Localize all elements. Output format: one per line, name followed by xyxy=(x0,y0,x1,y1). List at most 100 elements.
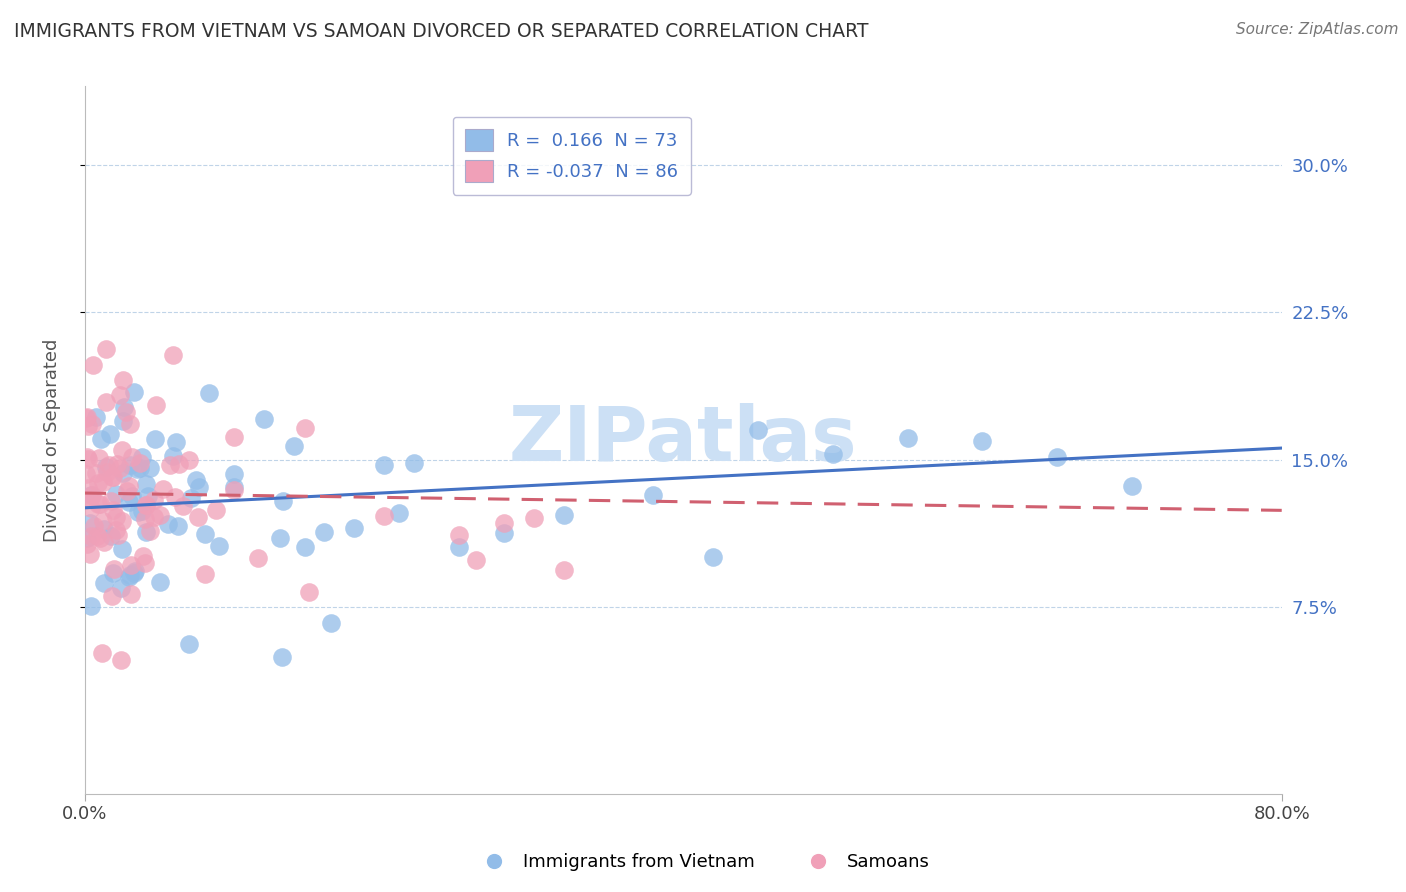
Point xyxy=(110,653,132,667)
Point xyxy=(131,504,153,518)
Point xyxy=(111,443,134,458)
Point xyxy=(112,401,135,415)
Point xyxy=(100,529,122,543)
Point xyxy=(135,498,157,512)
Point xyxy=(82,358,104,372)
Point xyxy=(142,493,165,508)
Point xyxy=(897,431,920,445)
Point xyxy=(1046,450,1069,464)
Point xyxy=(124,564,146,578)
Point xyxy=(100,589,122,603)
Point xyxy=(76,409,98,424)
Point xyxy=(162,348,184,362)
Point xyxy=(553,508,575,523)
Point xyxy=(118,458,141,472)
Point xyxy=(112,414,135,428)
Point xyxy=(271,649,294,664)
Point xyxy=(76,537,98,551)
Point xyxy=(89,532,111,546)
Point xyxy=(643,488,665,502)
Point xyxy=(87,451,110,466)
Point xyxy=(152,482,174,496)
Point xyxy=(224,467,246,481)
Point xyxy=(402,456,425,470)
Point xyxy=(125,462,148,476)
Point xyxy=(118,479,141,493)
Point xyxy=(129,461,152,475)
Point xyxy=(145,398,167,412)
Point xyxy=(165,434,187,449)
Point xyxy=(224,483,246,498)
Point xyxy=(87,497,110,511)
Point xyxy=(94,395,117,409)
Point xyxy=(179,637,201,651)
Point xyxy=(80,599,103,613)
Point xyxy=(118,570,141,584)
Point xyxy=(77,419,100,434)
Point xyxy=(167,457,190,471)
Point xyxy=(101,566,124,580)
Point xyxy=(120,568,142,582)
Point xyxy=(80,417,103,432)
Point xyxy=(492,525,515,540)
Point xyxy=(492,516,515,530)
Point xyxy=(86,409,108,424)
Point xyxy=(269,531,291,545)
Point xyxy=(1121,479,1143,493)
Point xyxy=(108,460,131,475)
Point xyxy=(121,450,143,464)
Point xyxy=(93,522,115,536)
Point xyxy=(177,453,200,467)
Point xyxy=(224,480,246,494)
Point xyxy=(75,411,97,425)
Point xyxy=(80,501,103,516)
Point xyxy=(343,521,366,535)
Point xyxy=(198,385,221,400)
Point xyxy=(224,430,246,444)
Point xyxy=(122,566,145,581)
Point xyxy=(120,587,142,601)
Point xyxy=(135,498,157,512)
Point xyxy=(90,432,112,446)
Point xyxy=(76,450,98,465)
Point xyxy=(139,524,162,539)
Point xyxy=(89,497,111,511)
Point xyxy=(104,487,127,501)
Point xyxy=(101,469,124,483)
Point xyxy=(247,550,270,565)
Point xyxy=(91,475,114,489)
Point xyxy=(101,503,124,517)
Point xyxy=(96,459,118,474)
Point xyxy=(100,427,122,442)
Point xyxy=(80,528,103,542)
Point xyxy=(138,489,160,503)
Point xyxy=(135,477,157,491)
Point xyxy=(321,616,343,631)
Point xyxy=(127,505,149,519)
Point xyxy=(96,343,118,357)
Legend: Immigrants from Vietnam, Samoans: Immigrants from Vietnam, Samoans xyxy=(470,847,936,879)
Point xyxy=(167,519,190,533)
Point xyxy=(111,542,134,557)
Point xyxy=(93,576,115,591)
Point xyxy=(373,458,395,472)
Point xyxy=(93,535,115,549)
Point xyxy=(117,483,139,498)
Point xyxy=(149,508,172,522)
Point xyxy=(100,494,122,508)
Point xyxy=(134,556,156,570)
Point xyxy=(163,491,186,505)
Text: ZIPatlas: ZIPatlas xyxy=(509,403,858,477)
Point xyxy=(105,457,128,471)
Point xyxy=(86,529,108,543)
Point xyxy=(187,510,209,524)
Point xyxy=(447,540,470,554)
Point xyxy=(118,417,141,431)
Point xyxy=(84,466,107,480)
Point xyxy=(104,523,127,537)
Point xyxy=(283,439,305,453)
Point xyxy=(194,527,217,541)
Point xyxy=(179,491,201,506)
Point xyxy=(134,511,156,525)
Point xyxy=(93,515,115,529)
